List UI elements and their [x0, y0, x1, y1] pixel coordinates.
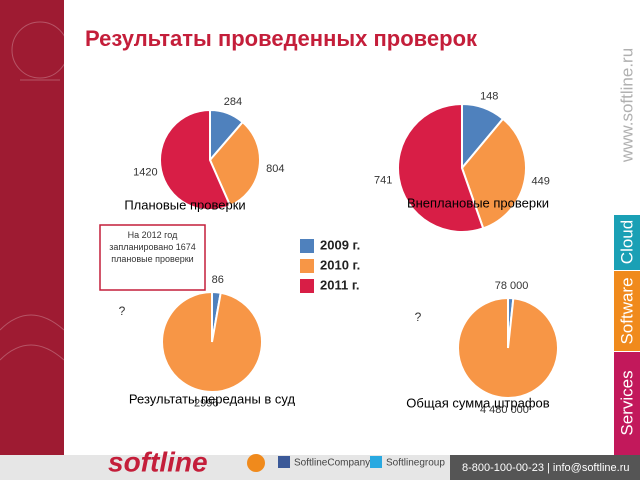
pie-slice	[159, 108, 232, 211]
note-box	[99, 224, 206, 291]
value-label: 284	[224, 96, 242, 108]
footer-logo: softline	[108, 446, 208, 477]
legend-swatch	[300, 259, 314, 273]
legend-swatch	[300, 279, 314, 293]
pie-slice	[208, 120, 261, 208]
pie-slice	[457, 296, 559, 399]
value-label: 2996	[194, 398, 218, 410]
site-strip	[612, 0, 640, 215]
value-label: ?	[415, 310, 422, 324]
pie-slice	[161, 290, 263, 393]
chart-title: Результаты переданы в суд	[129, 391, 296, 406]
footer-link[interactable]: Softlinegroup	[386, 458, 445, 469]
value-label: 449	[532, 175, 550, 187]
left-strip	[0, 0, 64, 455]
value-label: ?	[119, 304, 126, 318]
value-label: 804	[266, 163, 284, 175]
chart-title: Плановые проверки	[124, 197, 245, 212]
value-label: 741	[374, 175, 392, 187]
tab-label[interactable]: Services	[617, 370, 636, 435]
value-label: 1420	[133, 167, 157, 179]
contacts: 8-800-100-00-23 | info@softline.ru	[462, 462, 630, 474]
contacts-box	[450, 455, 640, 480]
icon-facebook	[278, 456, 290, 468]
legend-swatch	[300, 239, 314, 253]
pie-slice	[460, 117, 527, 230]
site-url: www.softline.ru	[617, 48, 636, 163]
chart-title: Общая сумма штрафов	[406, 395, 549, 410]
value-label: 4 480 000	[480, 404, 529, 416]
note-text: На 2012 год запланировано 1674 плановые …	[109, 230, 196, 264]
chart-title: Внеплановые проверки	[407, 195, 549, 210]
value-label: 86	[212, 274, 224, 286]
icon-twitter	[370, 456, 382, 468]
legend-label: 2010 г.	[320, 257, 360, 272]
legend-label: 2009 г.	[320, 237, 360, 252]
value-label: 78 000	[495, 280, 529, 292]
note: На 2012 год запланировано 1674 плановые …	[109, 230, 196, 264]
tab-label[interactable]: Software	[617, 277, 636, 344]
left-pattern	[0, 21, 69, 361]
tab-services[interactable]	[614, 352, 640, 455]
tab-cloud[interactable]	[614, 215, 640, 270]
slide-title: Результаты проведенных проверок	[85, 26, 478, 51]
footer-link[interactable]: SoftlineCompany	[294, 458, 370, 469]
tab-label[interactable]: Cloud	[617, 220, 636, 264]
icon	[247, 454, 265, 472]
tab-software[interactable]	[614, 271, 640, 351]
value-label: 148	[480, 90, 498, 102]
legend-label: 2011 г.	[320, 277, 360, 292]
pie-slice	[397, 102, 485, 233]
